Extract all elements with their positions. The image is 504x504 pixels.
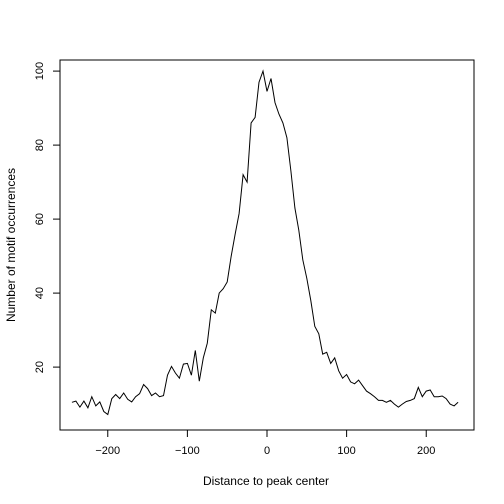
- y-tick-label: 20: [34, 361, 46, 373]
- x-tick-label: 200: [417, 445, 435, 457]
- x-axis-label: Distance to peak center: [203, 474, 329, 488]
- x-tick-label: −100: [175, 445, 200, 457]
- x-tick-label: 0: [264, 445, 270, 457]
- x-axis: −200 −100 0 100 200: [95, 430, 435, 457]
- x-tick-label: 100: [337, 445, 355, 457]
- y-tick-label: 80: [34, 139, 46, 151]
- y-tick-label: 100: [34, 62, 46, 80]
- y-axis: 20 40 60 80 100: [34, 62, 60, 373]
- y-axis-label: Number of motif occurrences: [4, 168, 18, 322]
- x-tick-label: −200: [95, 445, 120, 457]
- plot-frame: [59, 59, 475, 431]
- series-line: [71, 69, 459, 416]
- y-tick-label: 60: [34, 213, 46, 225]
- y-tick-label: 40: [34, 287, 46, 299]
